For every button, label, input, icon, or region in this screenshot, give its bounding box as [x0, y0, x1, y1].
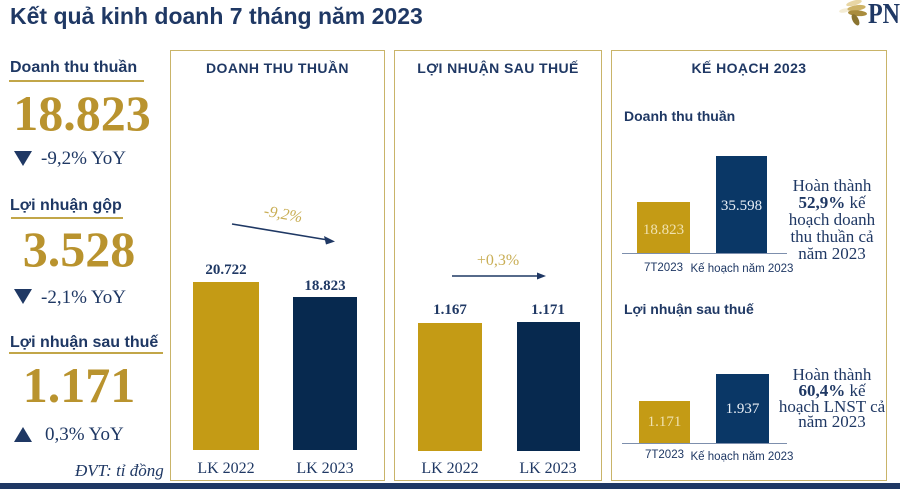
svg-text:PNJ: PNJ: [868, 0, 900, 30]
svg-text:-9,2%: -9,2%: [263, 203, 304, 226]
